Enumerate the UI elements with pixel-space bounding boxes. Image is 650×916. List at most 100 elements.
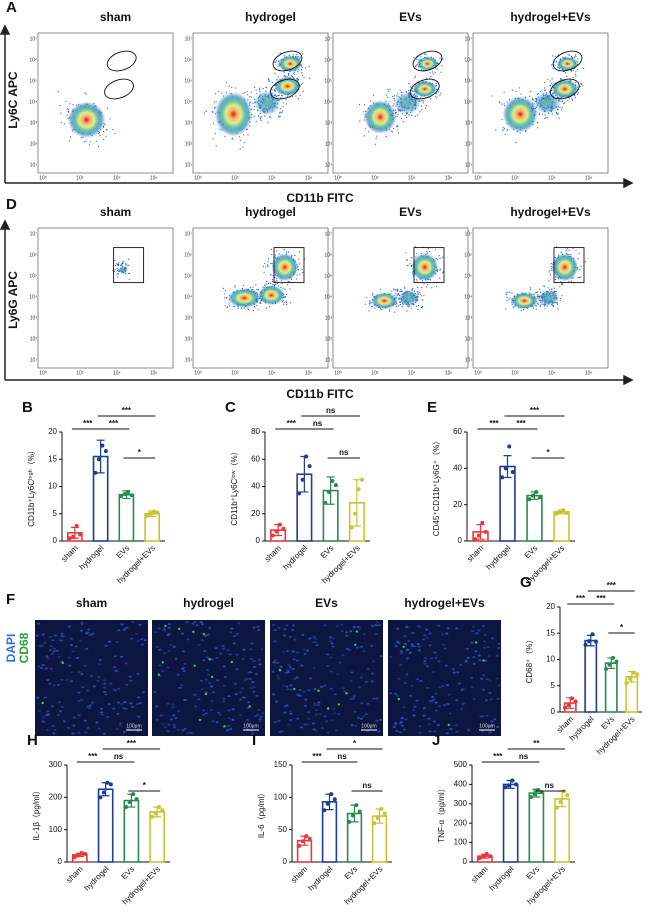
nucleus bbox=[252, 666, 256, 668]
nucleus bbox=[240, 687, 245, 690]
nucleus bbox=[99, 707, 104, 710]
nucleus bbox=[207, 673, 211, 676]
event-dot bbox=[271, 82, 273, 84]
event-dot bbox=[389, 88, 391, 90]
data-point bbox=[635, 672, 639, 677]
nucleus bbox=[114, 689, 118, 692]
nucleus bbox=[403, 643, 408, 645]
y-tick-label: 10¹ bbox=[325, 162, 333, 168]
density-blob bbox=[397, 289, 420, 307]
x-tick-label: sham bbox=[465, 543, 485, 563]
event-dot bbox=[544, 117, 546, 119]
nucleus bbox=[449, 727, 453, 730]
nucleus bbox=[427, 717, 431, 720]
panel-letter: I bbox=[252, 732, 256, 749]
nucleus bbox=[106, 716, 110, 718]
event-dot bbox=[276, 279, 278, 282]
group-heading: hydrogel+EVs bbox=[510, 205, 591, 219]
nucleus bbox=[283, 628, 287, 631]
event-dot bbox=[505, 292, 507, 294]
event-dot bbox=[426, 251, 428, 253]
event-dot bbox=[551, 82, 553, 84]
data-point bbox=[325, 801, 330, 806]
event-dot bbox=[436, 259, 438, 261]
nucleus bbox=[446, 703, 450, 706]
event-dot bbox=[409, 263, 411, 265]
event-dot bbox=[415, 278, 417, 280]
nucleus bbox=[408, 651, 412, 654]
nucleus bbox=[399, 721, 403, 724]
y-tick-label: 10³ bbox=[185, 315, 193, 321]
event-dot bbox=[127, 264, 129, 266]
event-dot bbox=[440, 92, 442, 94]
event-dot bbox=[244, 92, 246, 94]
event-dot bbox=[404, 286, 406, 288]
x-tick-label: sham bbox=[60, 543, 80, 563]
event-dot bbox=[575, 55, 577, 58]
data-point bbox=[155, 510, 160, 515]
nucleus bbox=[341, 687, 345, 690]
data-point bbox=[347, 819, 352, 824]
y-tick-label: 10² bbox=[465, 336, 473, 342]
nucleus bbox=[56, 714, 60, 716]
bar bbox=[584, 639, 598, 713]
y-tick-label: 100 bbox=[454, 838, 468, 847]
event-dot bbox=[250, 108, 252, 110]
y-tick-label: 10⁵ bbox=[464, 273, 472, 279]
nucleus bbox=[312, 635, 316, 638]
nucleus bbox=[72, 716, 76, 719]
nucleus bbox=[227, 717, 232, 720]
event-dot bbox=[85, 140, 87, 142]
event-dot bbox=[369, 300, 371, 302]
event-dot bbox=[419, 293, 422, 295]
panel-letter: E bbox=[427, 399, 437, 416]
y-tick-label: 10⁵ bbox=[324, 78, 332, 84]
event-dot bbox=[536, 291, 538, 294]
nucleus bbox=[77, 714, 81, 717]
x-tick-label: 10² bbox=[231, 175, 239, 181]
event-dot bbox=[577, 92, 579, 94]
event-dot bbox=[436, 97, 438, 99]
event-dot bbox=[274, 61, 276, 63]
nucleus bbox=[76, 657, 80, 659]
data-point bbox=[379, 806, 384, 811]
scale-bar-label: 100μm bbox=[126, 723, 141, 729]
nucleus bbox=[45, 655, 49, 658]
event-dot bbox=[414, 115, 416, 117]
y-tick-label: 10³ bbox=[465, 315, 473, 321]
nucleus bbox=[68, 664, 72, 667]
nucleus bbox=[438, 686, 442, 688]
nucleus bbox=[403, 682, 407, 685]
nucleus bbox=[356, 716, 360, 719]
nucleus bbox=[79, 629, 83, 632]
event-dot bbox=[556, 112, 558, 114]
event-dot bbox=[226, 297, 228, 299]
nucleus bbox=[66, 726, 70, 729]
nucleus bbox=[205, 656, 209, 659]
nucleus bbox=[208, 682, 212, 684]
nucleus bbox=[194, 705, 198, 708]
nucleus bbox=[253, 715, 258, 718]
significance-label: *** bbox=[312, 752, 322, 761]
event-dot bbox=[529, 95, 531, 97]
event-dot bbox=[396, 115, 398, 117]
event-dot bbox=[259, 89, 261, 91]
nucleus bbox=[434, 656, 438, 659]
y-tick-label: 15 bbox=[48, 454, 57, 463]
nucleus bbox=[312, 666, 316, 669]
nucleus bbox=[343, 690, 347, 693]
data-point bbox=[122, 492, 127, 497]
nucleus bbox=[370, 672, 374, 675]
nucleus bbox=[193, 621, 197, 624]
nucleus bbox=[497, 684, 501, 687]
y-tick-label: 10¹ bbox=[30, 357, 38, 363]
event-dot bbox=[577, 58, 579, 60]
nucleus bbox=[470, 686, 475, 689]
event-dot bbox=[552, 68, 554, 70]
event-dot bbox=[283, 249, 285, 251]
nucleus bbox=[375, 621, 379, 624]
y-tick-label: 10⁵ bbox=[324, 273, 332, 279]
event-dot bbox=[491, 95, 493, 97]
nucleus bbox=[329, 656, 333, 659]
nucleus bbox=[323, 715, 327, 718]
